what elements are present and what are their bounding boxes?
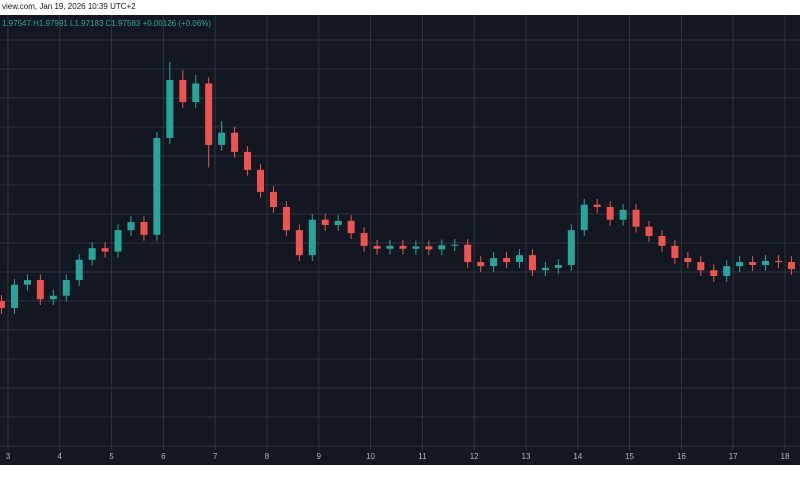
candle-body	[671, 245, 679, 259]
candle-body	[0, 300, 6, 308]
candle-body	[205, 83, 213, 145]
candle-body	[192, 83, 200, 102]
x-tick-label: 4	[58, 452, 63, 461]
candle-body	[710, 270, 718, 276]
candle-body	[723, 266, 731, 276]
candle-body	[697, 262, 705, 271]
x-tick-label: 16	[677, 452, 686, 461]
candle-body	[321, 219, 329, 225]
candle-body	[360, 233, 368, 246]
candle-body	[166, 79, 174, 138]
candle-body	[334, 220, 342, 225]
candle-body	[464, 244, 472, 263]
candle-body	[75, 259, 83, 281]
candle-body	[658, 235, 666, 246]
candle-body	[36, 280, 44, 300]
candle-body	[645, 226, 653, 236]
candle-body	[516, 255, 524, 263]
candle-body	[684, 258, 692, 263]
ohlc-legend: 1.97547 H1.97991 L1.97183 C1.97583 +0.00…	[2, 19, 211, 28]
candle-body	[49, 295, 57, 300]
candle-body	[606, 206, 614, 220]
candle-body	[88, 248, 96, 260]
candle-body	[787, 262, 795, 270]
x-tick-label: 14	[573, 452, 582, 461]
candle-body	[762, 260, 770, 265]
x-tick-label: 12	[470, 452, 479, 461]
candle-body	[386, 245, 394, 249]
candle-body	[218, 132, 226, 145]
candle-body	[23, 280, 31, 285]
candle-body	[490, 258, 498, 267]
candle-body	[10, 284, 18, 308]
candle-body	[451, 244, 459, 246]
candle-body	[619, 209, 627, 220]
candle-body	[477, 262, 485, 267]
candle-body	[412, 246, 420, 249]
candle-body	[62, 280, 70, 296]
x-tick-label: 11	[418, 452, 427, 461]
x-tick-label: 15	[625, 452, 634, 461]
x-tick-label: 3	[6, 452, 11, 461]
candle-body	[231, 132, 239, 152]
candle-body	[736, 262, 744, 267]
candle-body	[308, 219, 316, 256]
candle-body	[593, 204, 601, 207]
candle-body	[438, 245, 446, 250]
x-tick-label: 17	[729, 452, 738, 461]
candle-body	[295, 230, 303, 256]
candle-body	[373, 245, 381, 249]
candle-body	[775, 260, 783, 263]
candle-body	[425, 246, 433, 250]
x-tick-label: 6	[161, 452, 166, 461]
x-tick-label: 13	[522, 452, 531, 461]
chart-source: view.com, Jan 19, 2026 10:39 UTC+2	[2, 2, 136, 11]
candle-body	[567, 230, 575, 265]
candle-body	[257, 169, 265, 192]
chart-background	[0, 15, 800, 465]
candle-body	[347, 220, 355, 234]
candle-body	[179, 79, 187, 102]
candle-body	[528, 255, 536, 271]
candle-body	[101, 248, 109, 252]
candle-body	[399, 245, 407, 249]
candle-body	[580, 204, 588, 231]
x-tick-label: 7	[213, 452, 218, 461]
candle-body	[282, 206, 290, 231]
candle-body	[127, 222, 135, 231]
x-tick-label: 5	[109, 452, 114, 461]
candle-body	[554, 264, 562, 268]
candle-body	[503, 258, 511, 263]
candle-body	[244, 151, 252, 170]
candle-body	[140, 222, 148, 235]
x-tick-label: 10	[366, 452, 375, 461]
candle-body	[541, 267, 549, 271]
x-tick-label: 18	[781, 452, 790, 461]
candle-body	[114, 230, 122, 252]
candle-body	[269, 191, 277, 207]
x-tick-label: 8	[265, 452, 270, 461]
x-tick-label: 9	[317, 452, 322, 461]
candle-body	[153, 137, 161, 235]
candle-body	[632, 209, 640, 227]
candle-body	[749, 262, 757, 265]
